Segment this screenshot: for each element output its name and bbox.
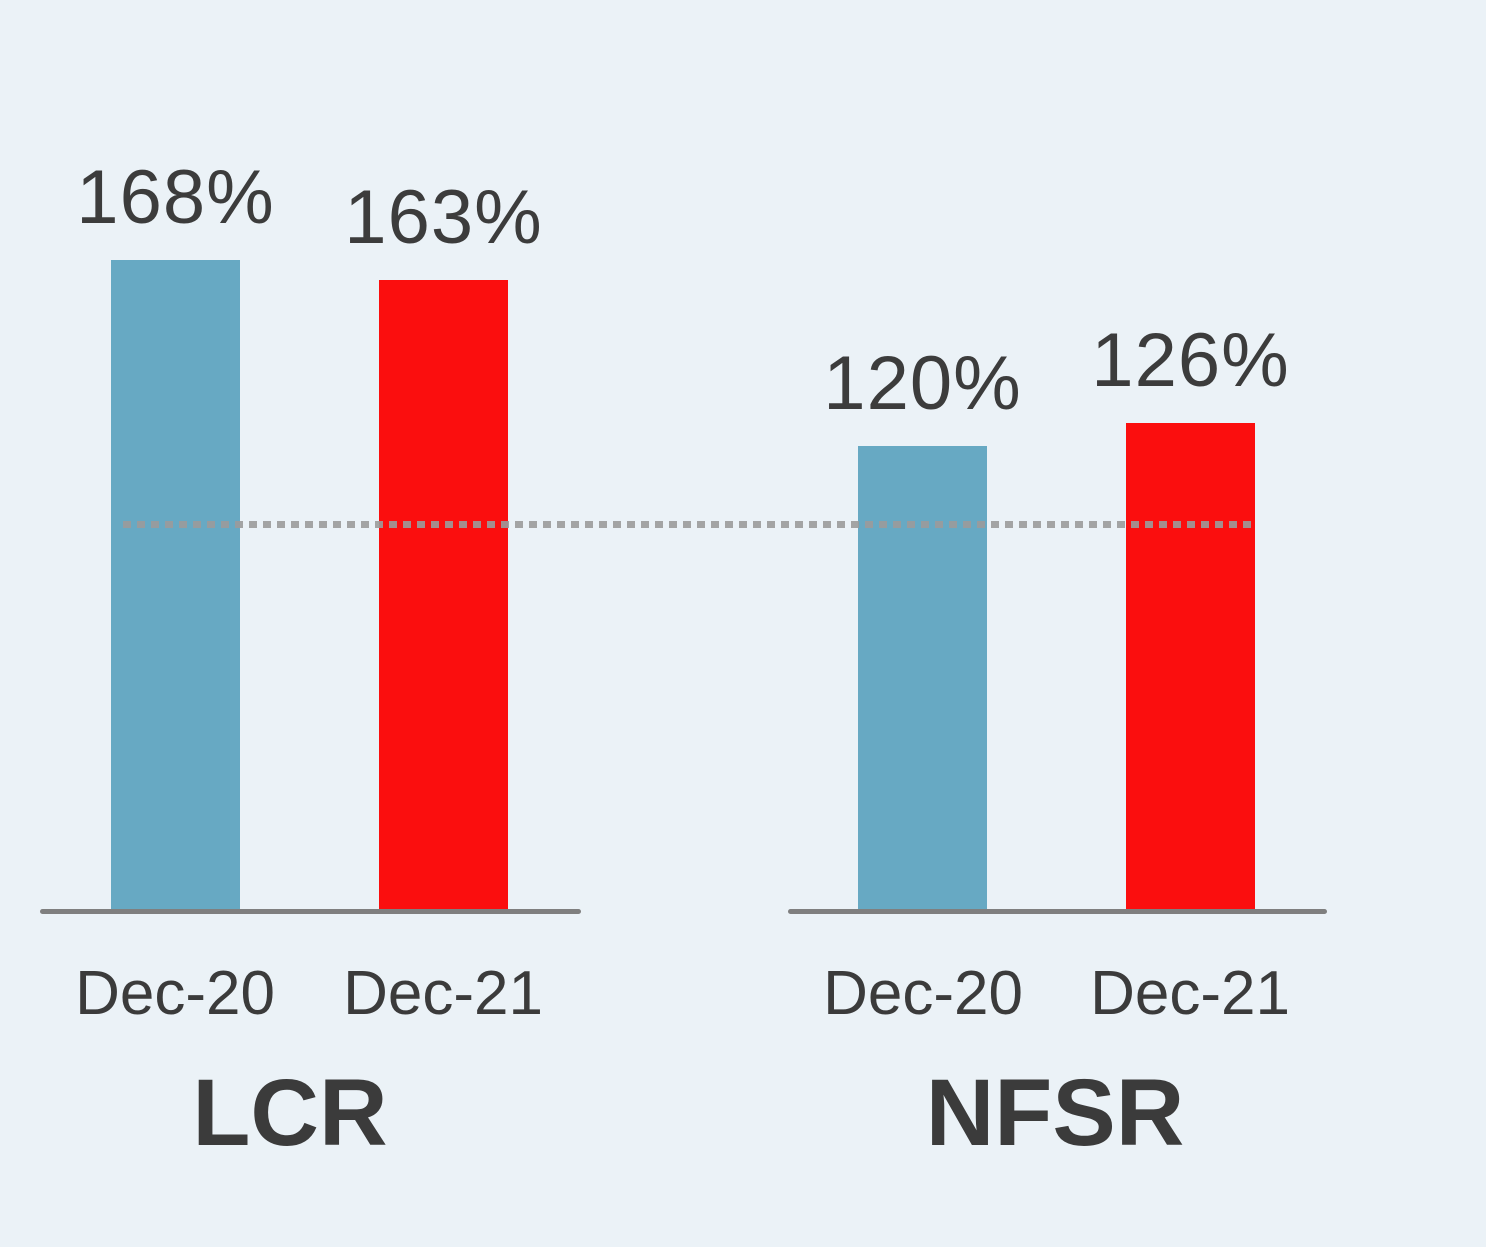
tick-label-nfsr-dec21: Dec-21 <box>1090 959 1290 1028</box>
value-label-nfsr-dec21: 126% <box>1091 318 1290 403</box>
tick-label-nfsr-dec20: Dec-20 <box>823 959 1023 1028</box>
tick-label-lcr-dec20: Dec-20 <box>75 959 275 1028</box>
bar-lcr-dec20 <box>111 260 240 912</box>
bar-lcr-dec21 <box>379 280 508 912</box>
x-axis-lcr <box>40 909 581 914</box>
bar-nfsr-dec20 <box>858 446 987 912</box>
x-axis-nfsr <box>788 909 1327 914</box>
group-label-nfsr: NFSR <box>925 1060 1185 1166</box>
value-label-nfsr-dec20: 120% <box>823 341 1022 426</box>
value-label-lcr-dec21: 163% <box>344 175 543 260</box>
reference-line-100-percent <box>123 521 1254 528</box>
group-label-lcr: LCR <box>192 1060 388 1166</box>
bar-nfsr-dec21 <box>1126 423 1255 912</box>
tick-label-lcr-dec21: Dec-21 <box>343 959 543 1028</box>
value-label-lcr-dec20: 168% <box>76 155 275 240</box>
